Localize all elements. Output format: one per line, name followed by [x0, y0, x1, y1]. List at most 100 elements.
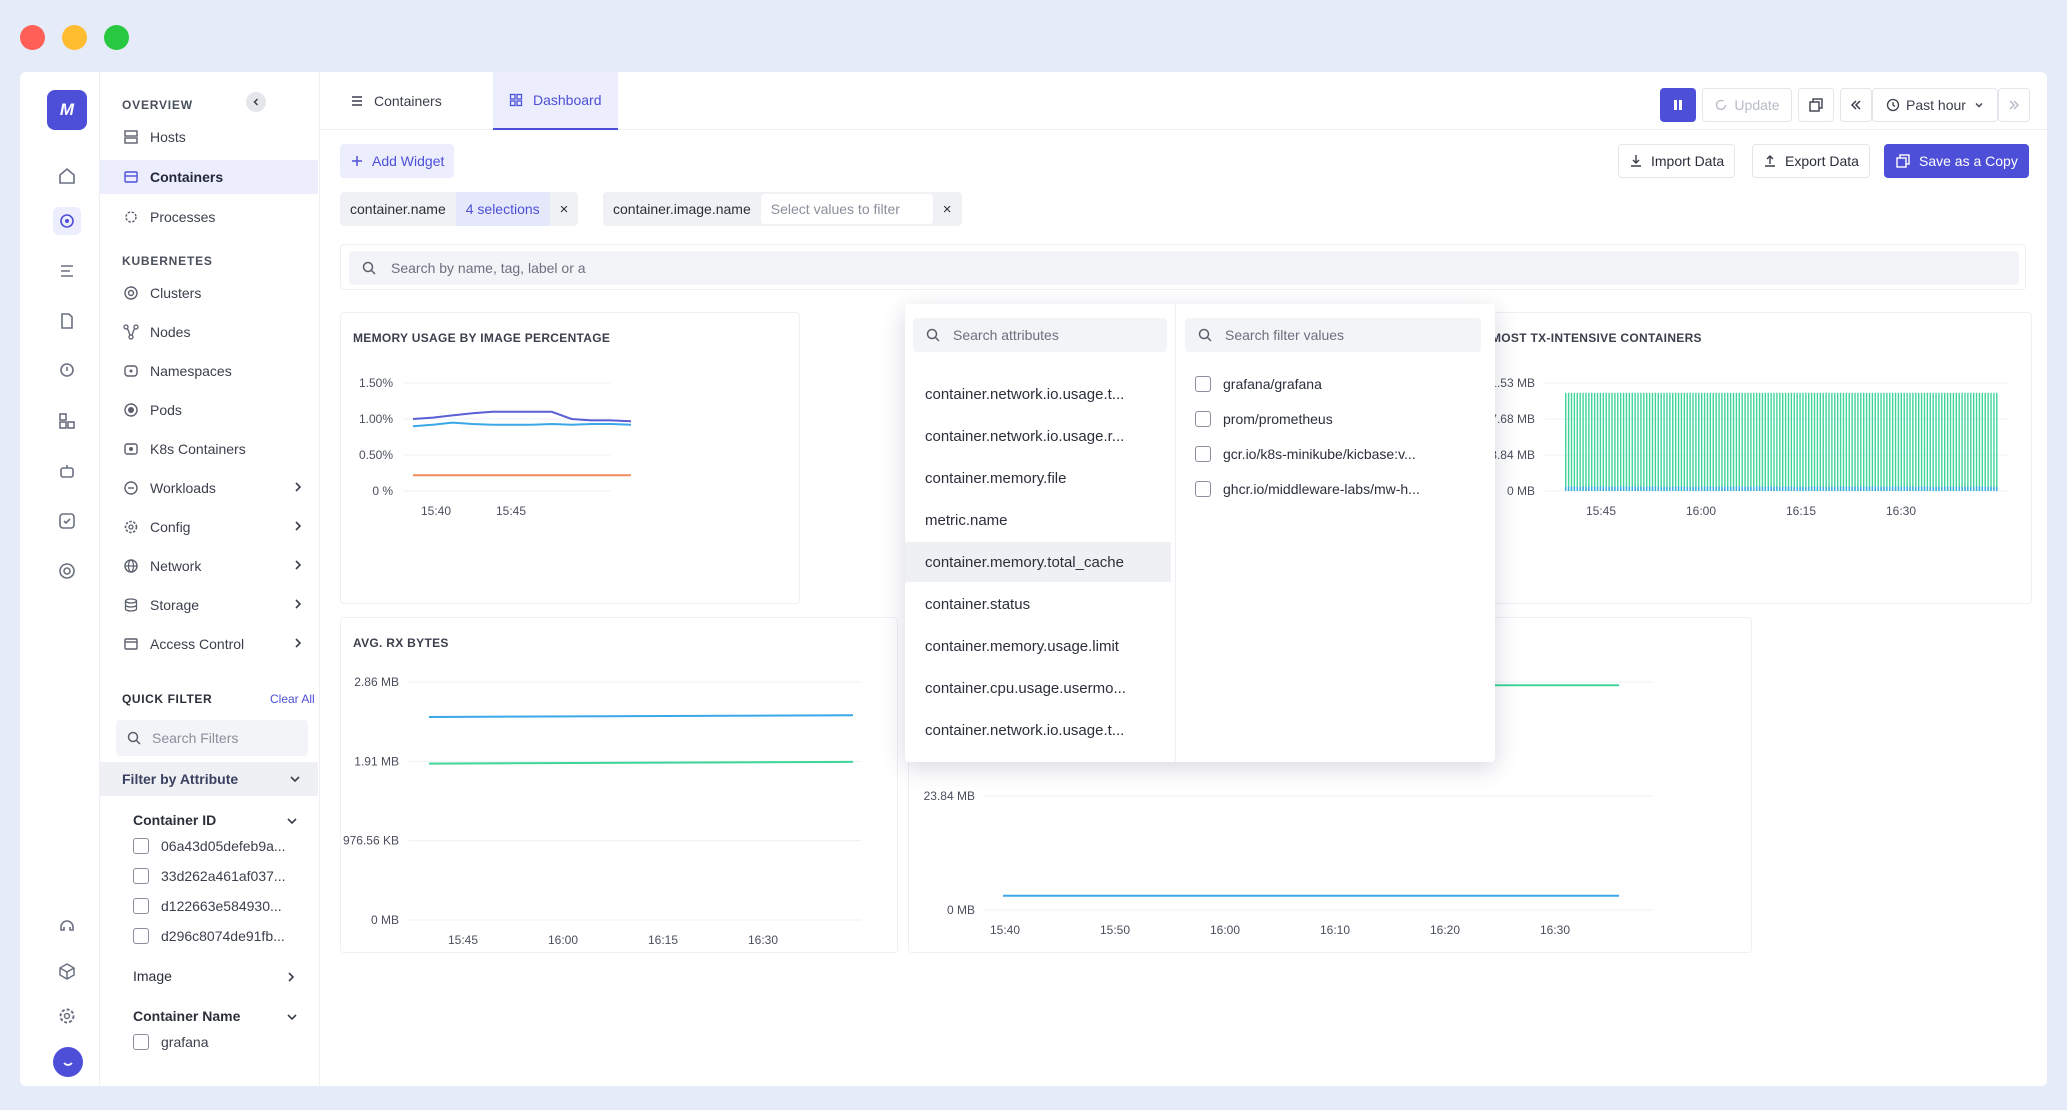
window-minimize-dot[interactable]	[62, 25, 87, 50]
attribute-option[interactable]: container.cpu.usage.usermo...	[925, 679, 1126, 697]
value-search-input[interactable]: Search filter values	[1185, 318, 1481, 352]
tab-dashboard[interactable]: Dashboard	[493, 72, 618, 130]
attribute-search-input[interactable]: Search attributes	[913, 318, 1167, 352]
time-range-select[interactable]: Past hour	[1872, 88, 1998, 122]
filter-value-input[interactable]: Select values to filter	[760, 194, 933, 224]
bar-base	[1938, 486, 1940, 491]
sidebar-item-access-control[interactable]: Access Control	[100, 627, 318, 661]
infrastructure-icon[interactable]	[53, 207, 81, 235]
add-widget-button[interactable]: Add Widget	[340, 144, 455, 178]
time-forward-button[interactable]	[1998, 88, 2030, 122]
checkbox[interactable]	[133, 868, 149, 884]
save-as-copy-button[interactable]: Save as a Copy	[1884, 144, 2029, 178]
robot-icon[interactable]	[53, 457, 81, 485]
support-icon[interactable]	[53, 912, 81, 940]
value-option[interactable]: gcr.io/k8s-minikube/kicbase:v...	[1195, 444, 1416, 464]
attribute-option[interactable]: container.status	[925, 595, 1031, 613]
image-filter-heading[interactable]: Image	[133, 968, 295, 984]
pause-button[interactable]	[1660, 88, 1696, 122]
filter-by-attribute-toggle[interactable]: Filter by Attribute	[100, 762, 318, 796]
sidebar-item-clusters[interactable]: Clusters	[100, 276, 318, 310]
copy-button[interactable]	[1798, 88, 1834, 122]
add-widget-label: Add Widget	[372, 153, 445, 169]
bar-base	[1689, 486, 1691, 491]
user-avatar[interactable]	[53, 1047, 83, 1077]
sidebar-item-hosts[interactable]: Hosts	[100, 120, 318, 154]
value-option[interactable]: grafana/grafana	[1195, 374, 1322, 394]
attribute-option[interactable]: container.network.io.usage.t...	[925, 721, 1125, 739]
checkbox[interactable]	[133, 898, 149, 914]
filter-chip-image-name[interactable]: container.image.name Select values to fi…	[603, 192, 962, 226]
dashboards-icon[interactable]	[53, 407, 81, 435]
collapse-sidebar-button[interactable]	[246, 92, 266, 112]
tab-containers[interactable]: Containers	[334, 72, 458, 130]
bar-base	[1970, 486, 1972, 491]
import-data-button[interactable]: Import Data	[1618, 144, 1736, 178]
checkbox[interactable]	[133, 1034, 149, 1050]
checkbox[interactable]	[1195, 376, 1211, 392]
bar	[1755, 392, 1758, 491]
security-icon[interactable]	[53, 557, 81, 585]
container-id-option[interactable]: 06a43d05defeb9a...	[133, 836, 286, 856]
bar	[1628, 392, 1631, 491]
bar	[1596, 392, 1599, 491]
sidebar-item-k8s-containers[interactable]: K8s Containers	[100, 432, 318, 466]
sidebar-item-processes[interactable]: Processes	[100, 200, 318, 234]
logs-icon[interactable]	[53, 257, 81, 285]
attribute-option[interactable]: container.network.io.usage.r...	[925, 427, 1125, 445]
bar-base	[1643, 486, 1645, 491]
attribute-option[interactable]: container.network.io.usage.t...	[925, 385, 1125, 403]
attribute-option-highlighted[interactable]: container.memory.total_cache	[905, 542, 1171, 582]
remove-filter-button[interactable]: ×	[559, 200, 569, 218]
bar-base	[1622, 486, 1625, 491]
container-id-option[interactable]: d296c8074de91fb...	[133, 926, 285, 946]
brand-logo[interactable]: M	[47, 90, 87, 130]
container-id-heading[interactable]: Container ID	[133, 812, 297, 828]
main-search-input[interactable]: Search by name, tag, label or a	[349, 251, 2019, 285]
home-icon[interactable]	[53, 162, 81, 190]
attribute-option[interactable]: container.memory.file	[925, 469, 1067, 487]
filter-chip-container-name[interactable]: container.name 4 selections ×	[340, 192, 579, 226]
clear-all-link[interactable]: Clear All	[270, 692, 315, 706]
settings-gear-icon[interactable]	[53, 1002, 81, 1030]
filter-selection-count[interactable]: 4 selections	[455, 192, 550, 226]
sidebar-item-pods[interactable]: Pods	[100, 393, 318, 427]
container-name-heading[interactable]: Container Name	[133, 1008, 297, 1024]
export-data-button[interactable]: Export Data	[1752, 144, 1870, 178]
attribute-option[interactable]: metric.name	[925, 511, 1008, 529]
container-id-option[interactable]: d122663e584930...	[133, 896, 282, 916]
window-close-dot[interactable]	[20, 25, 45, 50]
sidebar-item-workloads[interactable]: Workloads	[100, 471, 318, 505]
search-bar: Search by name, tag, label or a	[340, 244, 2026, 290]
sidebar-item-network[interactable]: Network	[100, 549, 318, 583]
bar	[1810, 392, 1813, 491]
alert-icon[interactable]	[53, 357, 81, 385]
server-icon	[122, 128, 140, 146]
bar-base	[1698, 486, 1700, 491]
checkbox[interactable]	[1195, 481, 1211, 497]
sidebar-item-containers[interactable]: Containers	[100, 160, 318, 194]
checkbox[interactable]	[133, 928, 149, 944]
update-button[interactable]: Update	[1702, 88, 1792, 122]
bar	[1984, 392, 1986, 491]
value-option[interactable]: prom/prometheus	[1195, 409, 1333, 429]
checkbox[interactable]	[1195, 411, 1211, 427]
synthetics-icon[interactable]	[53, 507, 81, 535]
sidebar-item-storage[interactable]: Storage	[100, 588, 318, 622]
checkbox[interactable]	[133, 838, 149, 854]
container-name-option[interactable]: grafana	[133, 1032, 208, 1052]
x-tick-label: 16:30	[748, 933, 778, 947]
package-icon[interactable]	[53, 957, 81, 985]
window-maximize-dot[interactable]	[104, 25, 129, 50]
checkbox[interactable]	[1195, 446, 1211, 462]
document-icon[interactable]	[53, 307, 81, 335]
value-option[interactable]: ghcr.io/middleware-labs/mw-h...	[1195, 479, 1420, 499]
sidebar-item-config[interactable]: Config	[100, 510, 318, 544]
sidebar-item-nodes[interactable]: Nodes	[100, 315, 318, 349]
attribute-option[interactable]: container.memory.usage.limit	[925, 637, 1119, 655]
remove-filter-button[interactable]: ×	[942, 200, 952, 218]
sidebar-item-namespaces[interactable]: Namespaces	[100, 354, 318, 388]
container-id-option[interactable]: 33d262a461af037...	[133, 866, 286, 886]
time-back-button[interactable]	[1840, 88, 1872, 122]
filter-search-input[interactable]: Search Filters	[116, 720, 308, 756]
